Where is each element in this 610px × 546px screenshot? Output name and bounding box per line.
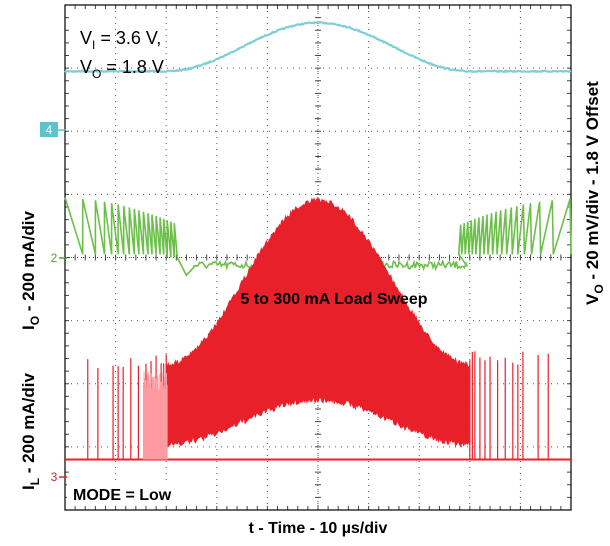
trace-vo <box>64 20 572 74</box>
left-label-il: IL - 200 mA/div <box>19 373 42 490</box>
marker-ch3: 3 <box>51 470 67 484</box>
left-label-io: IO - 200 mA/div <box>19 211 42 330</box>
annotation-vi: VI = 3.6 V, <box>80 28 161 52</box>
svg-text:2: 2 <box>51 251 58 265</box>
marker-ch2: 2 <box>51 251 67 265</box>
annotation-load-sweep: 5 to 300 mA Load Sweep <box>240 291 427 308</box>
x-axis-label: t - Time - 10 µs/div <box>249 520 388 537</box>
annotation-vo: VO = 1.8 V <box>80 57 164 81</box>
mode-label-bg <box>67 481 205 506</box>
trace-il <box>65 197 571 461</box>
svg-text:4: 4 <box>46 123 53 137</box>
svg-text:3: 3 <box>51 470 58 484</box>
right-axis-label: VO - 20 mV/div - 1.8 V Offset <box>583 81 606 305</box>
annotation-mode: MODE = Low <box>73 487 172 504</box>
trace-il-envelope <box>165 197 471 448</box>
marker-ch4: 4 <box>40 122 66 137</box>
traces <box>64 20 572 461</box>
